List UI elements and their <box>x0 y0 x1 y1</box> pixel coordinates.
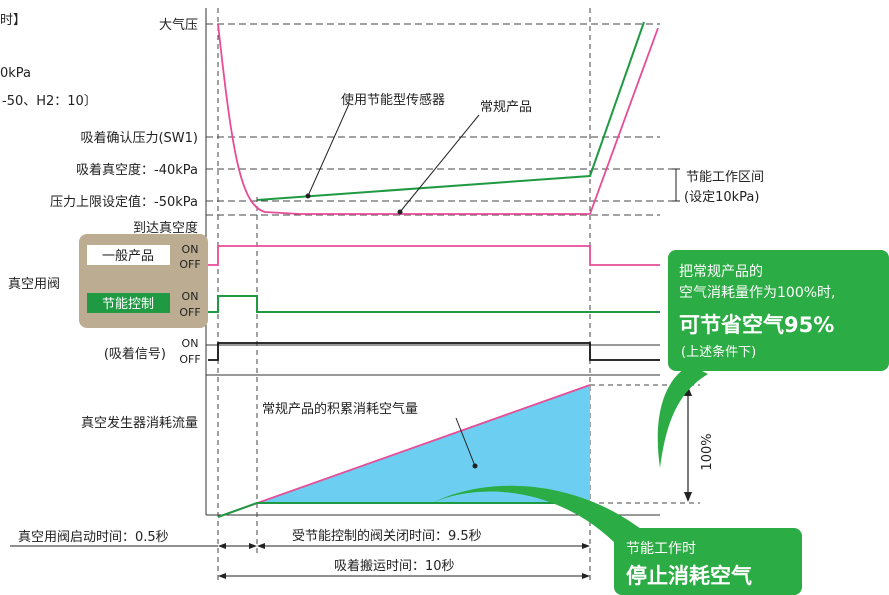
callout-stop-line-2: 停止消耗空气 <box>626 564 752 588</box>
general-product-label: 一般产品 <box>102 248 154 264</box>
conventional-cumulative-line <box>217 384 591 518</box>
saving-flow-line <box>217 502 590 518</box>
percent-label: 100% <box>700 433 715 470</box>
cumulative-leader-dot <box>472 463 478 469</box>
label-energy-saving-sensor: 使用节能型传感器 <box>341 92 445 108</box>
conventional-pressure-curve <box>217 23 659 215</box>
curve-leader-lines <box>307 103 480 213</box>
chart-frame <box>205 8 660 516</box>
valve-general-on: ON <box>182 243 199 256</box>
saving-valve-signal <box>208 295 660 313</box>
callout-saving-tail <box>657 365 708 468</box>
label-vacuum-40: 吸着真空度：-40kPa <box>76 162 198 178</box>
general-valve-signal <box>208 245 660 266</box>
valve-saving-on: ON <box>182 290 199 303</box>
energy-zone-line-2: (设定10kPa) <box>684 190 759 205</box>
valve-saving-off: OFF <box>179 306 200 319</box>
header-cut-line-2: 0kPa <box>0 66 31 81</box>
energy-zone-line-1: 节能工作区间 <box>686 170 764 185</box>
energy-saving-leader-dot <box>305 193 311 199</box>
callout-saving-line-3: 可节省空气95% <box>679 313 834 337</box>
general-product-box <box>87 245 170 265</box>
flow-label: 真空发生器消耗流量 <box>81 415 198 431</box>
callout-saving-box <box>668 250 889 371</box>
percent-arrow-head-top <box>684 386 692 396</box>
saving-control-label: 节能控制 <box>102 297 154 312</box>
cumulative-leader <box>455 417 476 467</box>
signal-label: (吸着信号) <box>104 346 166 362</box>
callout-saving-line-4: (上述条件下) <box>681 344 756 360</box>
callout-stop-box <box>614 528 802 595</box>
label-conventional-product: 常规产品 <box>480 100 532 115</box>
pressure-reference-lines <box>206 23 680 216</box>
signal-on: ON <box>182 337 199 350</box>
timeline-arrow-heads <box>218 543 590 579</box>
label-reach: 到达真空度 <box>133 220 198 236</box>
energy-zone-bracket <box>672 168 680 202</box>
callout-stop-line-1: 节能工作时 <box>626 541 696 557</box>
percent-dimension <box>590 384 700 504</box>
timeline-transport-label: 吸着搬运时间：10秒 <box>334 558 455 574</box>
callout-saving-line-2: 空气消耗量作为100%时, <box>679 285 835 301</box>
timeline-closed-label: 受节能控制的阀关闭时间：9.5秒 <box>292 528 482 544</box>
label-atmosphere: 大气压 <box>159 17 198 33</box>
header-cut-line-3: -50、H2：10〕 <box>2 94 97 109</box>
saving-control-box <box>87 293 170 313</box>
conventional-leader-dot <box>397 209 403 215</box>
label-upper-50: 压力上限设定值：-50kPa <box>50 194 198 210</box>
timeline-start-label: 真空用阀启动时间：0.5秒 <box>18 530 169 545</box>
cumulative-label: 常规产品的积累消耗空气量 <box>262 401 418 417</box>
percent-arrow-head-bottom <box>684 492 692 502</box>
valve-label: 真空用阀 <box>8 277 60 292</box>
timeline-dimensions <box>10 545 586 577</box>
valve-general-off: OFF <box>179 258 200 271</box>
callout-saving-line-1: 把常规产品的 <box>679 264 763 280</box>
energy-saving-pressure-curve <box>256 21 645 201</box>
signal-off: OFF <box>179 353 200 366</box>
label-sw1: 吸着确认压力(SW1) <box>80 130 198 146</box>
suction-signal <box>208 342 660 361</box>
header-cut-line-1: 时】 <box>0 13 26 28</box>
